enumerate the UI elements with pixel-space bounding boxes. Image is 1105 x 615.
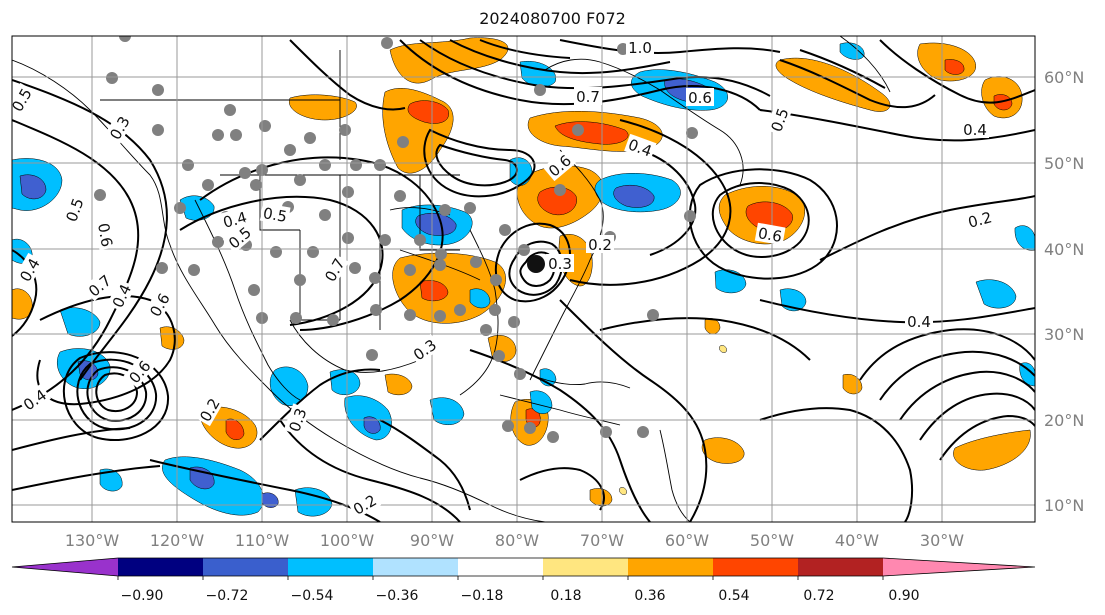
contour-label-background bbox=[82, 269, 116, 302]
contour-label-background bbox=[347, 489, 382, 519]
colorbar-swatch bbox=[713, 558, 798, 576]
contour-label: 0.3 bbox=[548, 255, 572, 273]
colorbar-tick-label: −0.36 bbox=[376, 588, 419, 604]
contour-label: 0.6 bbox=[757, 224, 784, 246]
lon-label: 30°W bbox=[920, 531, 964, 550]
colorbar-swatch bbox=[118, 558, 203, 576]
contour-labels: 0.50.40.60.70.30.20.50.40.60.30.20.4 0.50… bbox=[12, 38, 996, 519]
lon-label: 130°W bbox=[65, 531, 120, 550]
colorbar-swatch bbox=[458, 558, 543, 576]
colorbar-tick-label: −0.18 bbox=[461, 588, 504, 604]
colorbar-swatch bbox=[798, 558, 883, 576]
lon-label: 110°W bbox=[235, 531, 290, 550]
contour-label-background bbox=[12, 82, 36, 117]
lat-label: 20°N bbox=[1044, 411, 1084, 430]
colorbar-swatch bbox=[288, 558, 373, 576]
colorbar-tick-label: −0.90 bbox=[121, 588, 164, 604]
contour-label-background bbox=[14, 252, 44, 287]
contour-label-background bbox=[17, 383, 52, 415]
contour-label-background bbox=[407, 333, 442, 365]
contour-label-background bbox=[259, 202, 291, 226]
colorbar-tick-label: 0.90 bbox=[888, 588, 919, 604]
contour-label: 0.2 bbox=[966, 208, 994, 232]
contour-label-background bbox=[283, 403, 311, 436]
contour-label-background bbox=[686, 88, 714, 106]
contour-label-background bbox=[624, 133, 657, 161]
contour-label: 0.5 bbox=[262, 204, 289, 226]
contour-label-background bbox=[104, 110, 134, 145]
colorbar-low-extend bbox=[12, 558, 118, 576]
colorbar-tick-label: 0.18 bbox=[550, 588, 581, 604]
contour-label: 0.2 bbox=[588, 236, 612, 254]
colorbar-swatch bbox=[373, 558, 458, 576]
storm-center-marker bbox=[527, 255, 545, 273]
colorbar: −0.90 −0.72 −0.54 −0.36 −0.18 0.18 0.36 … bbox=[11, 557, 1036, 604]
lat-label: 50°N bbox=[1044, 154, 1084, 173]
longitude-labels: 130°W 120°W 110°W 100°W 90°W 80°W 70°W 6… bbox=[65, 531, 964, 550]
contour-label-background bbox=[754, 222, 786, 246]
graticule bbox=[12, 36, 1035, 522]
contour-label: 0.6 bbox=[94, 222, 116, 249]
contour-label-background bbox=[546, 254, 574, 272]
map-frame bbox=[11, 35, 1036, 523]
contour-label-background bbox=[94, 219, 118, 251]
contour-label-background bbox=[222, 221, 256, 254]
contour-label: 0.4 bbox=[907, 313, 931, 331]
lat-label: 10°N bbox=[1044, 496, 1084, 515]
lon-label: 100°W bbox=[320, 531, 375, 550]
contour-label-background bbox=[107, 279, 136, 313]
colorbar-tick-label: 0.36 bbox=[634, 588, 665, 604]
map-title: 2024080700 F072 bbox=[479, 9, 626, 28]
lon-label: 120°W bbox=[150, 531, 205, 550]
contour-label-background bbox=[60, 193, 88, 226]
contour-label-background bbox=[144, 287, 174, 322]
colorbar-tick-label: −0.54 bbox=[291, 588, 334, 604]
lon-label: 80°W bbox=[495, 531, 539, 550]
colorbar-tick-label: 0.54 bbox=[718, 588, 749, 604]
contour-label-background bbox=[319, 252, 349, 287]
contour-label: 1.0 bbox=[628, 39, 652, 57]
contour-label-background bbox=[574, 87, 602, 105]
colorbar-swatch bbox=[628, 558, 713, 576]
contour-label-background bbox=[194, 392, 224, 427]
lat-label: 60°N bbox=[1044, 68, 1084, 87]
colorbar-swatch bbox=[203, 558, 288, 576]
map-canvas: 0.50.40.60.70.30.20.50.40.60.30.20.4 0.50… bbox=[12, 36, 1035, 522]
lon-label: 90°W bbox=[410, 531, 454, 550]
lat-label: 30°N bbox=[1044, 325, 1084, 344]
station-markers bbox=[94, 36, 698, 443]
contour-label: 0.4 bbox=[963, 121, 987, 139]
contour-label: 0.7 bbox=[576, 88, 600, 106]
contour-label-background bbox=[963, 206, 996, 232]
contour-label-background bbox=[905, 312, 933, 330]
contour-label: 0.6 bbox=[688, 89, 712, 107]
colorbar-tick-label: 0.72 bbox=[803, 588, 834, 604]
contour-label-background bbox=[542, 149, 576, 182]
latitude-labels: 60°N 50°N 40°N 30°N 20°N 10°N bbox=[1044, 68, 1084, 515]
colorbar-tick-label: −0.72 bbox=[206, 588, 249, 604]
contour-label-background bbox=[123, 354, 156, 388]
colorbar-high-extend bbox=[883, 558, 1035, 576]
contour-label-background bbox=[586, 235, 614, 253]
lon-label: 70°W bbox=[580, 531, 624, 550]
lon-label: 50°W bbox=[750, 531, 794, 550]
contour-label-background bbox=[961, 120, 989, 138]
colorbar-swatch bbox=[543, 558, 628, 576]
lon-label: 40°W bbox=[835, 531, 879, 550]
lat-label: 40°N bbox=[1044, 240, 1084, 259]
contour-label-background bbox=[765, 103, 793, 136]
lon-label: 60°W bbox=[665, 531, 709, 550]
contour-label-background bbox=[626, 38, 654, 56]
contour-lines bbox=[12, 39, 1035, 522]
